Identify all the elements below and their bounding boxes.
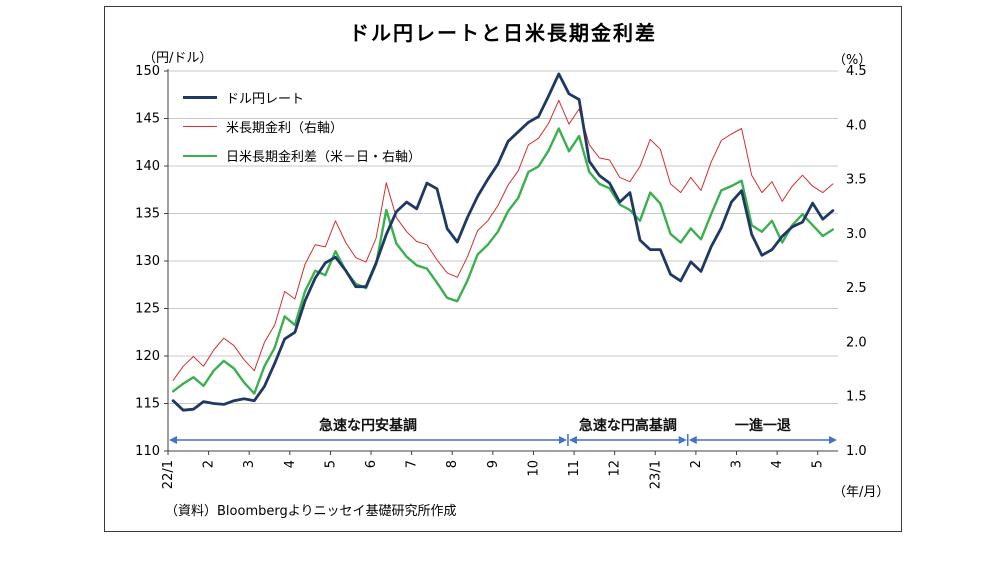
- x-axis-tick-label: 5: [811, 460, 826, 468]
- x-axis-tick-label: 12: [608, 460, 623, 477]
- left-axis-tick-label: 150: [135, 64, 160, 79]
- x-axis-tick-label: 4: [283, 460, 298, 468]
- left-axis-tick-label: 130: [135, 254, 160, 269]
- left-axis-tick-label: 120: [135, 349, 160, 364]
- series-line-spread: [171, 127, 835, 395]
- x-axis-tick-label: 9: [486, 460, 501, 468]
- chart-legend: ドル円レート 米長期金利（右軸） 日米長期金利差（米－日・右軸）: [183, 83, 421, 170]
- annotation-arrowhead-right: [829, 436, 837, 444]
- right-axis-tick-label: 3.5: [846, 173, 867, 188]
- legend-label-usdjpy: ドル円レート: [226, 92, 305, 107]
- x-axis-tick-label: 6: [364, 460, 379, 468]
- x-axis-tick-label: 4: [770, 460, 785, 468]
- right-axis-tick-label: 1.0: [846, 444, 867, 459]
- x-axis-tick-label: 2: [689, 460, 704, 468]
- x-axis-tick-label: 23/1: [648, 460, 663, 489]
- x-axis-tick-label: 5: [323, 460, 338, 468]
- legend-item-us10y: 米長期金利（右軸）: [183, 112, 421, 141]
- x-axis-tick-label: 3: [242, 460, 257, 468]
- right-axis-tick-label: 2.5: [846, 281, 867, 296]
- annotation-label: 急速な円高基調: [579, 417, 677, 434]
- chart-title: ドル円レートと日米長期金利差: [349, 21, 657, 45]
- x-axis-tick-label: 2: [202, 460, 217, 468]
- right-axis-unit-label: （%）: [833, 53, 872, 68]
- left-axis-tick-label: 115: [135, 397, 160, 412]
- left-axis-tick-label: 145: [135, 112, 160, 127]
- left-axis-tick-label: 125: [135, 302, 160, 317]
- left-axis-tick-label: 135: [135, 207, 160, 222]
- x-axis-unit-label: （年/月）: [833, 485, 890, 500]
- annotation-arrowhead-left: [688, 436, 697, 444]
- legend-line-sample-us10y: [183, 126, 217, 127]
- source-note: （資料）Bloombergよりニッセイ基礎研究所作成: [165, 504, 457, 519]
- left-axis-unit-label: （円/ドル）: [143, 51, 213, 66]
- right-axis-tick-label: 4.0: [846, 118, 867, 133]
- chart-svg: 1101151201251301351401451501.01.52.02.53…: [135, 64, 867, 489]
- left-axis-tick-label: 110: [135, 444, 160, 459]
- annotation-arrowhead-left: [169, 436, 177, 444]
- annotation-label: 急速な円安基調: [319, 417, 417, 434]
- x-axis-tick-label: 8: [445, 460, 460, 468]
- right-axis-tick-label: 3.0: [846, 227, 867, 242]
- x-axis-tick-label: 3: [729, 460, 744, 468]
- annotation-arrowhead-right: [558, 436, 567, 444]
- x-axis-tick-label: 11: [567, 460, 582, 477]
- right-axis-tick-label: 1.5: [846, 390, 867, 405]
- legend-item-spread: 日米長期金利差（米－日・右軸）: [183, 141, 421, 170]
- x-axis-tick-label: 10: [526, 460, 541, 477]
- x-axis-tick-label: 7: [405, 460, 420, 468]
- legend-item-usdjpy: ドル円レート: [183, 83, 421, 112]
- x-axis-tick-label: 22/1: [161, 460, 176, 489]
- legend-line-sample-spread: [183, 154, 217, 157]
- left-axis-tick-label: 140: [135, 159, 160, 174]
- legend-line-sample-usdjpy: [183, 96, 217, 99]
- annotation-arrowhead-left: [568, 436, 577, 444]
- chart-frame: ドル円レートと日米長期金利差 （円/ドル） （%） （年/月） 110 115 12…: [104, 6, 902, 532]
- series-line-usdjpy: [171, 72, 835, 412]
- legend-label-us10y: 米長期金利（右軸）: [226, 121, 344, 136]
- series-line-us10y: [172, 99, 834, 381]
- legend-label-spread: 日米長期金利差（米－日・右軸）: [226, 150, 422, 165]
- right-axis-tick-label: 2.0: [846, 335, 867, 350]
- annotation-label: 一進一退: [735, 418, 791, 434]
- annotation-arrowhead-right: [678, 436, 687, 444]
- right-axis-tick-label: 4.5: [846, 64, 867, 79]
